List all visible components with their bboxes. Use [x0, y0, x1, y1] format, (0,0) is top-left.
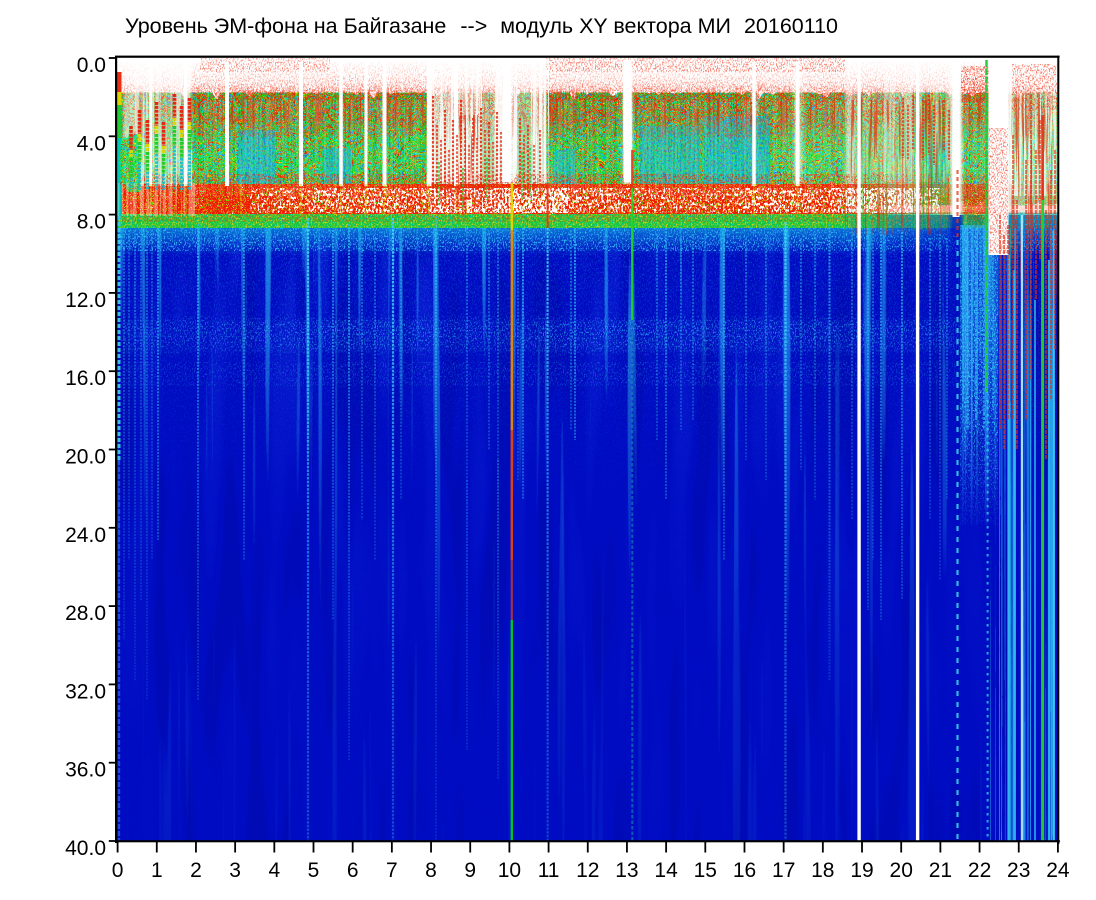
svg-text:20: 20 — [890, 859, 913, 882]
svg-text:16: 16 — [733, 859, 756, 882]
svg-text:22: 22 — [968, 859, 991, 882]
svg-text:6: 6 — [347, 859, 359, 882]
svg-text:24: 24 — [1046, 859, 1070, 882]
svg-text:15: 15 — [694, 859, 717, 882]
svg-text:23: 23 — [1007, 859, 1030, 882]
svg-text:32.0: 32.0 — [65, 680, 106, 703]
svg-text:4.0: 4.0 — [77, 132, 106, 155]
svg-text:8: 8 — [425, 859, 437, 882]
svg-text:16.0: 16.0 — [65, 367, 106, 390]
svg-text:0: 0 — [112, 859, 124, 882]
svg-text:14: 14 — [654, 859, 678, 882]
svg-text:1: 1 — [151, 859, 163, 882]
svg-text:0.0: 0.0 — [77, 54, 106, 77]
svg-text:3: 3 — [229, 859, 241, 882]
svg-text:17: 17 — [772, 859, 795, 882]
svg-text:12.0: 12.0 — [65, 289, 106, 312]
svg-text:36.0: 36.0 — [65, 759, 106, 782]
svg-text:11: 11 — [538, 859, 560, 882]
svg-text:10: 10 — [498, 859, 521, 882]
svg-text:20.0: 20.0 — [65, 446, 106, 469]
svg-text:12: 12 — [576, 859, 599, 882]
svg-text:5: 5 — [308, 859, 320, 882]
svg-text:Уровень ЭМ-фона на Байгазане--: Уровень ЭМ-фона на Байгазане --> модуль XY… — [125, 14, 838, 38]
svg-text:24.0: 24.0 — [65, 524, 106, 547]
svg-text:2: 2 — [190, 859, 202, 882]
svg-text:9: 9 — [464, 859, 476, 882]
svg-text:4: 4 — [268, 859, 280, 882]
svg-text:13: 13 — [615, 859, 638, 882]
svg-text:19: 19 — [850, 859, 873, 882]
svg-text:21: 21 — [929, 859, 952, 882]
svg-text:18: 18 — [811, 859, 834, 882]
svg-text:7: 7 — [386, 859, 398, 882]
svg-text:28.0: 28.0 — [65, 602, 106, 625]
svg-text:40.0: 40.0 — [65, 837, 106, 860]
svg-text:8.0: 8.0 — [77, 211, 106, 234]
